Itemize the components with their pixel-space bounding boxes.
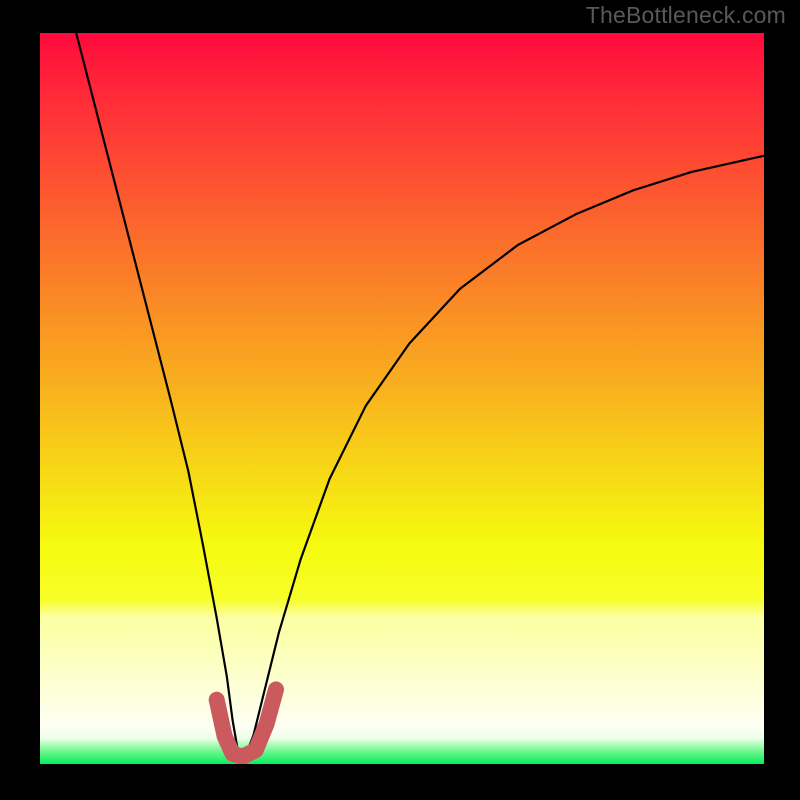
bottleneck-chart: TheBottleneck.com: [0, 0, 800, 800]
highlight-marker: [218, 729, 232, 743]
highlight-marker: [269, 682, 283, 696]
watermark-text: TheBottleneck.com: [586, 2, 786, 29]
highlight-marker: [210, 693, 224, 707]
highlight-marker: [260, 717, 274, 731]
highlight-marker: [249, 743, 263, 757]
chart-svg: [0, 0, 800, 800]
plot-gradient-background: [40, 33, 764, 764]
highlight-marker: [236, 750, 250, 764]
